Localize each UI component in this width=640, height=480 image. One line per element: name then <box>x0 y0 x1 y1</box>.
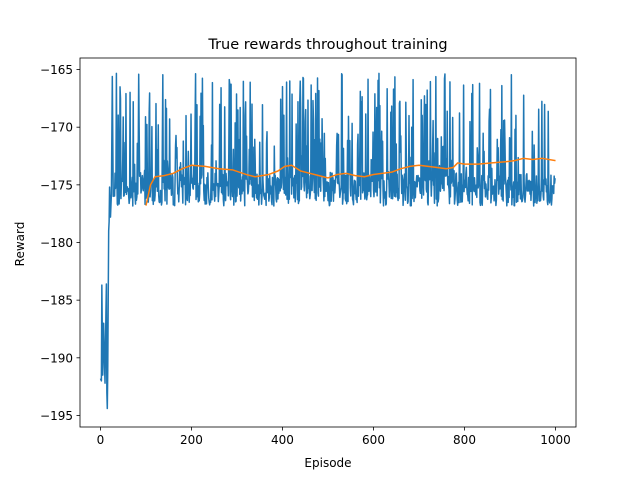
y-tick-label: −175 <box>40 178 73 192</box>
chart-title: True rewards throughout training <box>207 37 447 53</box>
x-tick-label: 200 <box>180 433 203 447</box>
y-tick-label: −190 <box>40 351 73 365</box>
y-tick-label: −185 <box>40 294 73 308</box>
x-tick-label: 1000 <box>540 433 571 447</box>
axes: 0 200 400 600 800 1000 −195 −190 −185 −180 −175 −17… <box>40 57 577 447</box>
x-tick-label: 800 <box>453 433 476 447</box>
y-tick-label: −195 <box>40 409 73 423</box>
series-line-raw-reward <box>99 72 556 410</box>
y-axis-label: Reward <box>13 222 27 267</box>
plot-area <box>99 72 556 410</box>
y-tick-label: −170 <box>40 121 73 135</box>
x-tick-label: 600 <box>362 433 385 447</box>
x-tick-label: 400 <box>271 433 294 447</box>
y-tick-label: −180 <box>40 236 73 250</box>
x-tick-label: 0 <box>97 433 105 447</box>
y-tick-label: −165 <box>40 63 73 77</box>
x-axis-label: Episode <box>304 456 351 470</box>
series-line-moving-average <box>145 157 556 206</box>
